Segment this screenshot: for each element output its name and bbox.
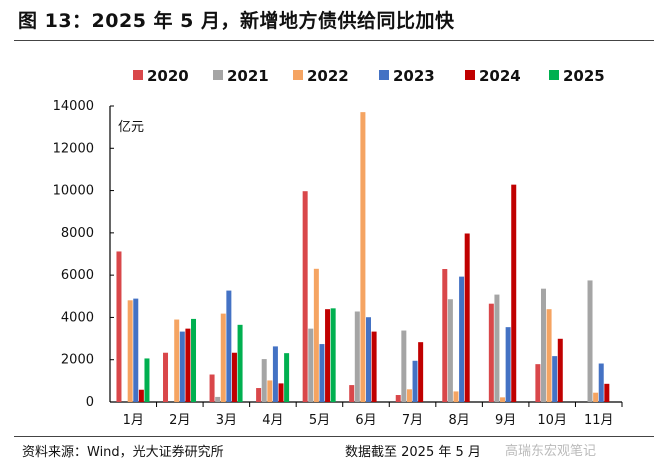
x-tick-label: 10月 <box>537 413 567 428</box>
y-tick-label: 8000 <box>61 226 94 241</box>
bar-2023-2月 <box>179 331 185 402</box>
y-tick-label: 14000 <box>53 99 94 114</box>
x-tick-label: 9月 <box>495 413 516 428</box>
bar-2020-4月 <box>256 388 262 402</box>
legend-label-2025: 2025 <box>563 67 605 85</box>
legend-swatch-2022 <box>293 70 303 80</box>
bar-2022-7月 <box>406 389 412 402</box>
bar-2024-5月 <box>325 309 331 402</box>
y-tick-label: 2000 <box>61 353 94 368</box>
bar-2020-5月 <box>302 191 308 402</box>
title-divider <box>14 40 654 41</box>
legend-swatch-2021 <box>213 70 223 80</box>
bar-2020-8月 <box>442 269 448 402</box>
bar-2024-2月 <box>185 328 191 402</box>
bar-2021-6月 <box>354 311 360 402</box>
bar-2023-4月 <box>272 346 278 402</box>
bar-2021-3月 <box>215 396 221 402</box>
bar-2021-8月 <box>447 299 453 402</box>
bar-2023-3月 <box>226 290 232 402</box>
bar-2022-4月 <box>267 380 273 402</box>
bar-2020-7月 <box>395 395 401 402</box>
x-tick-label: 8月 <box>448 413 469 428</box>
bar-2020-9月 <box>488 303 494 402</box>
bar-2020-2月 <box>163 352 169 402</box>
y-tick-label: 0 <box>86 395 94 410</box>
bar-2024-9月 <box>511 184 517 402</box>
y-tick-label: 6000 <box>61 268 94 283</box>
bar-2021-10月 <box>540 288 546 402</box>
y-tick-label: 12000 <box>53 141 94 156</box>
x-tick-label: 5月 <box>309 413 330 428</box>
x-tick-label: 2月 <box>169 413 190 428</box>
legend-label-2020: 2020 <box>147 67 189 85</box>
y-axis-unit: 亿元 <box>118 120 144 135</box>
bar-2023-9月 <box>505 327 511 402</box>
x-tick-label: 7月 <box>402 413 423 428</box>
legend-label-2024: 2024 <box>479 67 521 85</box>
bar-2021-4月 <box>261 359 267 402</box>
bar-2024-11月 <box>604 383 610 402</box>
y-tick-label: 4000 <box>61 310 94 325</box>
bar-2025-4月 <box>284 353 290 402</box>
bar-2024-3月 <box>231 352 237 402</box>
as-of-note: 数据截至 2025 年 5 月 <box>345 445 481 460</box>
x-tick-label: 11月 <box>584 413 614 428</box>
legend-label-2022: 2022 <box>307 67 349 85</box>
x-tick-label: 1月 <box>123 413 144 428</box>
legend-label-2023: 2023 <box>393 67 435 85</box>
bar-2023-7月 <box>412 360 418 402</box>
bar-2021-9月 <box>494 294 500 402</box>
bar-2025-2月 <box>191 318 197 402</box>
legend-label-2021: 2021 <box>227 67 269 85</box>
bar-2025-3月 <box>237 324 243 402</box>
footer-divider <box>14 436 654 437</box>
bar-2024-4月 <box>278 383 284 402</box>
bar-2025-1月 <box>144 358 150 402</box>
figure-title: 图 13：2025 年 5 月，新增地方债供给同比加快 <box>18 10 455 32</box>
watermark: 高瑞东宏观笔记 <box>505 444 597 459</box>
bar-2023-10月 <box>552 356 558 402</box>
bar-2023-6月 <box>366 317 371 402</box>
bar-2025-5月 <box>330 308 336 402</box>
bar-2024-1月 <box>138 389 144 402</box>
bar-2022-10月 <box>546 309 552 402</box>
bar-2024-7月 <box>418 342 424 402</box>
source-note: 资料来源：Wind，光大证券研究所 <box>22 445 224 460</box>
bar-2020-3月 <box>209 374 215 402</box>
bar-2022-1月 <box>127 300 133 402</box>
bar-2024-6月 <box>371 331 377 402</box>
legend-swatch-2025 <box>549 70 559 80</box>
bar-2021-11月 <box>587 280 593 402</box>
x-tick-label: 6月 <box>355 413 376 428</box>
legend-swatch-2020 <box>133 70 143 80</box>
legend-swatch-2023 <box>379 70 389 80</box>
bar-2024-10月 <box>557 338 563 402</box>
bar-2023-11月 <box>598 363 604 402</box>
legend-swatch-2024 <box>465 70 475 80</box>
bar-2020-10月 <box>535 364 541 402</box>
bar-2021-7月 <box>401 330 407 402</box>
bar-2022-5月 <box>313 268 319 402</box>
bar-2021-5月 <box>308 328 314 402</box>
bar-2022-11月 <box>593 392 599 402</box>
x-tick-label: 4月 <box>262 413 283 428</box>
bar-2024-8月 <box>464 233 470 402</box>
bar-2023-1月 <box>133 298 139 402</box>
bar-2023-5月 <box>319 344 325 402</box>
bar-2020-6月 <box>349 385 355 402</box>
bar-2022-6月 <box>360 112 366 402</box>
x-tick-label: 3月 <box>216 413 237 428</box>
bar-2022-3月 <box>220 313 226 402</box>
bar-2022-8月 <box>453 391 459 402</box>
y-tick-label: 10000 <box>53 184 94 199</box>
bar-2022-9月 <box>500 397 506 402</box>
bar-2020-1月 <box>116 251 122 402</box>
bar-2023-8月 <box>459 276 465 402</box>
bar-2022-2月 <box>174 319 180 402</box>
